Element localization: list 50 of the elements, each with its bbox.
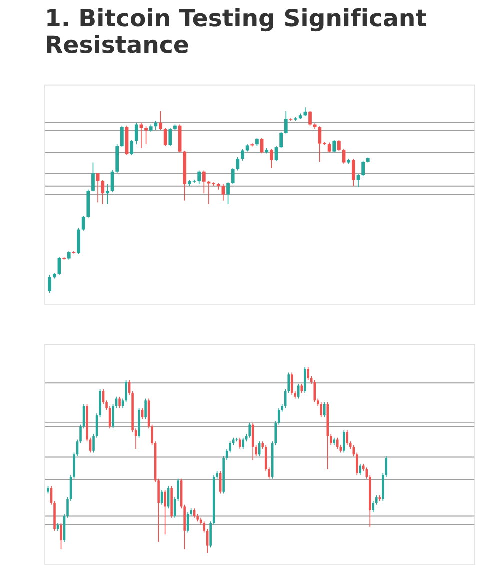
candlestick	[82, 216, 86, 232]
candlestick	[328, 142, 332, 153]
candlestick	[202, 170, 206, 194]
candlestick	[320, 402, 323, 418]
candlestick	[308, 110, 312, 126]
candlestick	[118, 396, 121, 409]
candlestick	[307, 366, 310, 381]
candlestick	[342, 148, 346, 164]
candlestick	[248, 422, 251, 438]
candlestick	[77, 228, 80, 255]
candlestick	[226, 182, 230, 205]
candlestick	[130, 140, 134, 156]
candlestick	[154, 120, 158, 131]
candlestick	[106, 184, 110, 205]
candlestick	[144, 398, 147, 420]
candlestick	[346, 430, 349, 446]
candlestick	[120, 125, 124, 148]
candlestick	[60, 523, 62, 550]
candlestick	[304, 366, 306, 394]
candlestick	[359, 464, 362, 476]
candlestick	[231, 168, 235, 185]
candlestick	[168, 128, 172, 147]
candlestick	[219, 470, 222, 494]
candlestick	[352, 158, 356, 187]
candlestick	[338, 140, 341, 152]
candlestick	[101, 180, 105, 205]
candlestick	[92, 162, 95, 192]
candlestick	[314, 380, 316, 403]
candlestick	[58, 256, 62, 276]
candlestick	[260, 138, 264, 154]
candlestick	[342, 430, 346, 454]
candlestick	[336, 437, 339, 450]
candlestick	[159, 110, 162, 131]
candlestick	[323, 402, 326, 418]
candlestick	[250, 143, 254, 148]
candlestick	[284, 110, 288, 134]
candlestick	[164, 490, 166, 536]
candlestick	[96, 172, 100, 204]
candlestick	[362, 160, 365, 177]
candlestick	[300, 383, 303, 394]
chart-title: 1. Bitcoin Testing Significant Resistance	[47, 8, 426, 54]
candlestick	[270, 148, 274, 169]
candlestick	[164, 128, 168, 147]
candlestick	[242, 437, 244, 450]
candlestick	[332, 140, 336, 153]
candlestick	[144, 126, 148, 145]
candlestick	[241, 148, 244, 162]
candlestick	[280, 132, 284, 149]
candlestick	[236, 156, 240, 172]
candlestick	[134, 122, 138, 145]
